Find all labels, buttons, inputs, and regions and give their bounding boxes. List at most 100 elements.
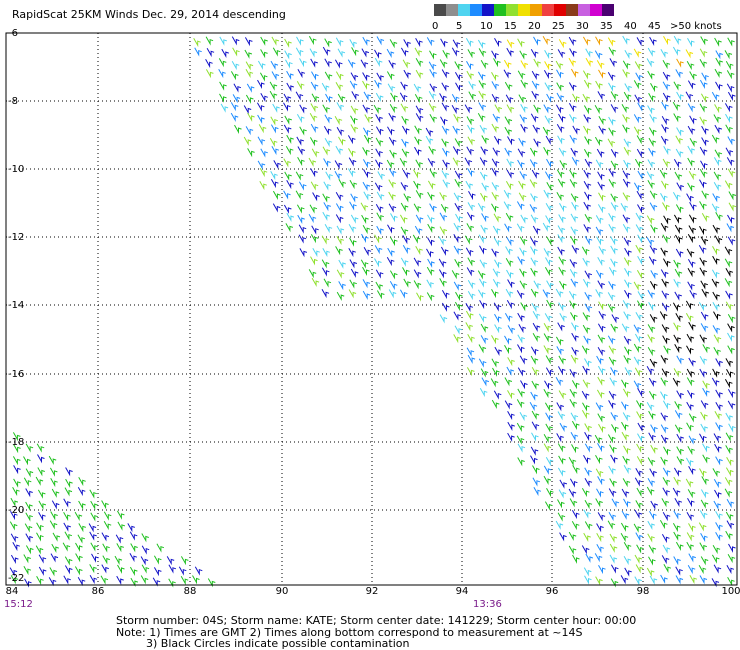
wind-barb — [400, 47, 409, 57]
wind-barb — [715, 212, 723, 222]
wind-barb — [676, 355, 684, 365]
wind-barb — [545, 135, 554, 145]
wind-barb — [663, 345, 671, 355]
wind-barb — [611, 424, 619, 434]
wind-barb — [400, 202, 409, 212]
wind-barb — [338, 259, 346, 269]
wind-barb — [648, 410, 656, 420]
wind-barb — [647, 179, 656, 190]
wind-barb — [714, 489, 722, 499]
wind-barb — [661, 115, 670, 126]
wind-barb — [621, 431, 630, 441]
wind-barb — [543, 433, 552, 444]
wind-barb — [518, 94, 527, 104]
wind-barb — [595, 576, 603, 586]
wind-barb — [270, 171, 278, 181]
wind-barb — [598, 564, 606, 575]
wind-barb — [672, 522, 681, 533]
wind-barb — [687, 145, 695, 155]
wind-barb — [555, 336, 564, 346]
wind-barb — [387, 247, 395, 257]
lon-label: 100 — [721, 586, 740, 597]
wind-barb — [633, 80, 642, 90]
wind-barb — [544, 501, 553, 511]
wind-barb — [712, 368, 720, 378]
wind-barb — [637, 234, 645, 244]
wind-barb — [519, 171, 528, 181]
wind-barb — [65, 467, 73, 477]
wind-barb — [38, 500, 47, 510]
wind-barb — [557, 411, 566, 421]
wind-barb — [465, 38, 474, 48]
wind-barb — [375, 159, 383, 169]
wind-barb — [699, 267, 708, 277]
wind-barb — [647, 334, 655, 344]
wind-barb — [400, 226, 409, 236]
wind-barb — [686, 541, 694, 551]
wind-barb — [608, 179, 617, 189]
wind-barb — [662, 512, 671, 522]
wind-barb — [481, 135, 489, 145]
wind-barb — [270, 178, 279, 189]
wind-barb — [660, 193, 668, 203]
wind-barb — [608, 281, 616, 291]
wind-barb — [115, 534, 124, 544]
wind-barb — [581, 390, 590, 400]
wind-barb — [542, 289, 551, 299]
wind-barb — [336, 225, 345, 235]
wind-barb — [582, 93, 591, 103]
wind-barb — [687, 37, 695, 48]
wind-barb — [530, 214, 539, 224]
wind-barb — [230, 102, 239, 112]
wind-barb — [633, 48, 642, 58]
wind-barb — [90, 542, 98, 552]
wind-barb — [453, 281, 462, 291]
wind-barb — [377, 171, 385, 181]
wind-barb — [480, 335, 489, 345]
wind-barb — [584, 443, 593, 453]
wind-barb — [568, 488, 577, 498]
wind-barb — [544, 115, 553, 125]
wind-barb — [491, 93, 500, 104]
wind-barb — [598, 246, 607, 256]
wind-barb — [283, 93, 292, 103]
wind-barb — [686, 248, 695, 258]
wind-barb — [531, 70, 540, 80]
wind-barb — [297, 214, 305, 224]
wind-barb — [519, 280, 528, 290]
wind-barb — [400, 257, 409, 267]
wind-barb — [270, 124, 279, 134]
lat-label: -10 — [8, 164, 25, 175]
wind-barb — [531, 432, 539, 442]
wind-barb — [156, 543, 165, 553]
wind-barb — [10, 510, 18, 521]
wind-barb — [688, 413, 697, 423]
wind-barb — [386, 159, 395, 169]
wind-barb — [660, 377, 669, 387]
wind-barb — [597, 443, 605, 453]
wind-barb — [712, 468, 721, 478]
wind-barb — [10, 533, 19, 543]
wind-barb — [74, 566, 83, 576]
wind-barb — [555, 288, 564, 298]
wind-barb — [584, 521, 593, 531]
wind-barb — [286, 82, 294, 92]
wind-barb — [478, 102, 487, 112]
wind-barb — [270, 60, 279, 70]
wind-barb — [129, 552, 138, 563]
wind-barb — [493, 213, 502, 223]
wind-barb — [335, 192, 344, 202]
wind-barb — [637, 102, 645, 112]
wind-barb — [520, 60, 529, 70]
wind-barb — [504, 116, 513, 126]
wind-barb — [610, 160, 619, 170]
wind-barb — [376, 212, 384, 222]
wind-barb — [388, 168, 397, 178]
wind-barb — [530, 257, 539, 267]
wind-barb — [698, 244, 707, 255]
wind-barb — [285, 59, 293, 69]
lon-label: 86 — [91, 586, 105, 597]
wind-barb — [503, 59, 512, 69]
wind-barb — [453, 245, 462, 255]
wind-barb — [348, 289, 357, 299]
